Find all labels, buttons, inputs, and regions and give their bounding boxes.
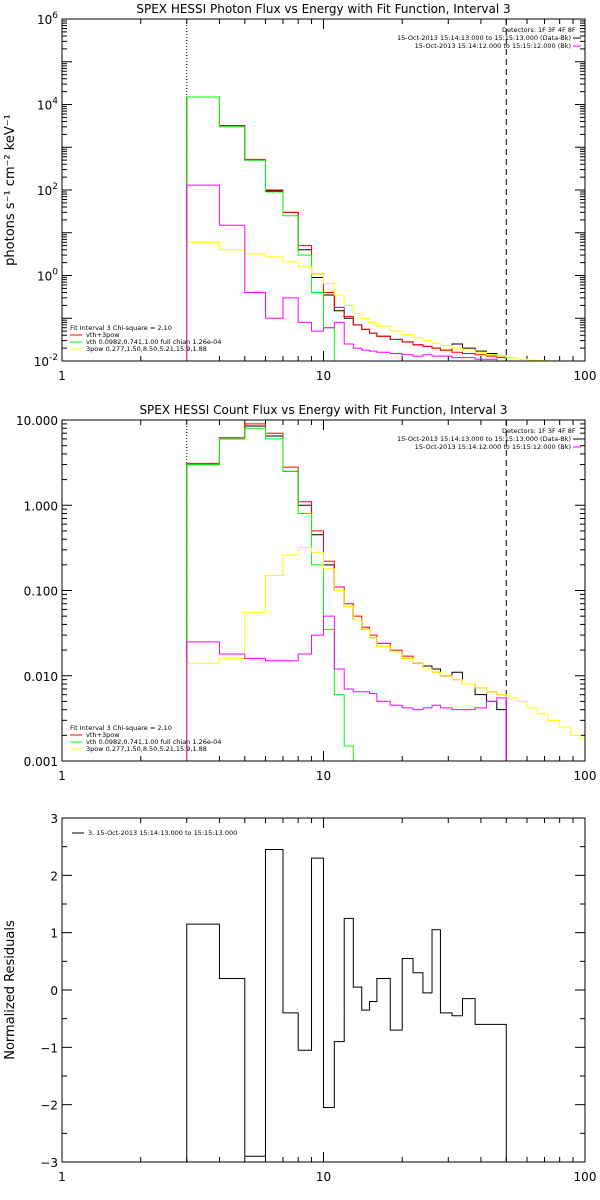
y-tick-label: 0.010 — [24, 670, 58, 684]
x-tick-label: 10 — [316, 1170, 331, 1184]
y-tick-label: 10-2 — [34, 353, 58, 369]
y-tick-exp: 2 — [52, 182, 58, 192]
series-line-1 — [186, 96, 507, 361]
y-tick-base: 10 — [37, 270, 52, 284]
legend-entry-text: 15-Oct-2013 15:14:13.000 to 15:15:13.000… — [397, 34, 571, 42]
y-tick-base: 10 — [34, 355, 49, 369]
x-tick-label: 1 — [58, 369, 66, 383]
chart-title: SPEX HESSI Photon Flux vs Energy with Fi… — [136, 2, 510, 16]
photon-flux-panel: SPEX HESSI Photon Flux vs Energy with Fi… — [3, 2, 596, 383]
y-tick-exp: -2 — [49, 353, 58, 363]
x-tick-label: 10 — [316, 369, 331, 383]
plot-frame — [61, 817, 586, 1163]
fit-legend-text: vth 0.0982,0.741,1.00 full chian 1.26e-0… — [86, 738, 221, 746]
y-tick-base: 10 — [37, 13, 52, 27]
plot-frame — [61, 18, 586, 362]
fit-legend-text: vth+3pow — [86, 331, 120, 339]
y-tick-base: 10 — [37, 184, 52, 198]
fit-legend-text: 3pow 0.277,1.50,8.50,5.21,15.9,1.88 — [86, 745, 207, 753]
fit-legend-header: Fit Interval 3 Chi-square = 2.10 — [70, 324, 172, 332]
y-tick-label: −1 — [40, 1041, 58, 1055]
count-flux-panel: SPEX HESSI Count Flux vs Energy with Fit… — [16, 403, 596, 783]
y-tick-label: 1 — [50, 927, 58, 941]
y-tick-exp: 4 — [52, 97, 58, 107]
y-axis-label: photons s⁻¹ cm⁻² keV⁻¹ — [3, 114, 18, 266]
series-line-0 — [186, 849, 507, 1162]
legend-entry-text: 15-Oct-2013 15:14:12.000 to 15:15:12.000… — [415, 42, 571, 50]
y-tick-exp: 6 — [52, 11, 58, 21]
series-group — [186, 96, 560, 361]
y-tick-label: 0.100 — [24, 585, 58, 599]
series-line-3 — [186, 241, 560, 361]
fit-legend-text: vth+3pow — [86, 731, 120, 739]
y-tick-label: 100 — [37, 268, 58, 284]
y-tick-label: 102 — [37, 182, 58, 198]
series-group — [186, 423, 585, 761]
series-line-4 — [186, 615, 507, 761]
fit-legend-text: 3pow 0.277,1.50,8.50,5.21,15.9,1.88 — [86, 345, 207, 353]
series-line-0 — [186, 425, 507, 761]
series-line-1 — [186, 423, 507, 761]
x-tick-label: 100 — [574, 769, 597, 783]
series-line-2 — [186, 427, 354, 761]
y-tick-label: −3 — [40, 1156, 58, 1170]
series-line-2 — [186, 96, 345, 361]
y-tick-label: 10.000 — [16, 414, 58, 428]
legend-entry-text: 15-Oct-2013 15:14:13.000 to 15:15:13.000… — [397, 435, 571, 443]
y-tick-label: 0 — [50, 984, 58, 998]
x-tick-label: 100 — [574, 1170, 597, 1184]
series-line-4 — [186, 184, 507, 361]
residuals-panel: Normalized Residuals 1 10 100 −3 −2 −1 0 1 2 3 3. 1… — [3, 812, 596, 1184]
legend-header: Detectors: 1F 3F 4F 8F — [502, 26, 576, 34]
y-tick-label: 3 — [50, 812, 58, 826]
y-tick-base: 10 — [37, 99, 52, 113]
x-tick-label: 1 — [58, 1170, 66, 1184]
series-line-0 — [186, 96, 507, 361]
y-axis-label: Normalized Residuals — [3, 920, 18, 1060]
chart-title: SPEX HESSI Count Flux vs Energy with Fit… — [139, 403, 507, 417]
residual-legend-text: 3. 15-Oct-2013 15:14:13.000 to 15:15:13.… — [88, 829, 237, 837]
fit-legend-text: vth 0.0982,0.741,1.00 full chian 1.26e-0… — [86, 338, 221, 346]
y-tick-exp: 0 — [52, 268, 58, 278]
legend-header: Detectors: 1F 3F 4F 8F — [502, 427, 576, 435]
y-tick-label: 1.000 — [24, 499, 58, 513]
plot-frame — [61, 419, 586, 762]
fit-legend-header: Fit Interval 3 Chi-square = 2.10 — [70, 724, 172, 732]
x-tick-label: 100 — [574, 369, 597, 383]
y-tick-label: −2 — [40, 1099, 58, 1113]
x-tick-label: 1 — [58, 769, 66, 783]
x-tick-label: 10 — [316, 769, 331, 783]
series-line-3 — [186, 546, 585, 761]
y-tick-label: 106 — [37, 11, 58, 27]
legend-entry-text: 15-Oct-2013 15:14:12.000 to 15:15:12.000… — [415, 443, 571, 451]
y-tick-label: 2 — [50, 869, 58, 883]
y-tick-label: 0.001 — [24, 755, 58, 769]
series-group — [186, 849, 507, 1162]
y-tick-label: 104 — [37, 97, 58, 113]
